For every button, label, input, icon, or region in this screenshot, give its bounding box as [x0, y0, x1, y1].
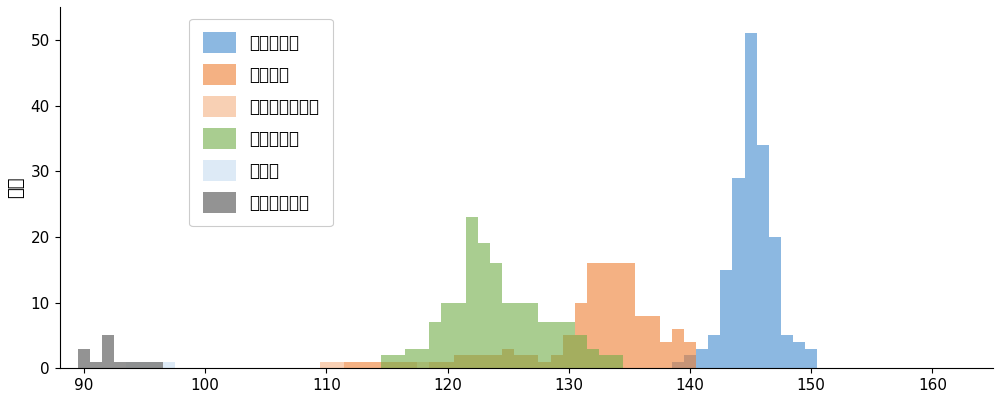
Bar [478, 362, 490, 368]
Bar [441, 362, 454, 368]
Bar [393, 355, 405, 368]
Bar [696, 349, 708, 368]
Bar [781, 336, 793, 368]
Bar [441, 362, 454, 368]
Bar [611, 355, 623, 368]
Bar [587, 349, 599, 368]
Bar [575, 303, 587, 368]
Bar [732, 178, 745, 368]
Bar [708, 336, 720, 368]
Bar [551, 322, 563, 368]
Y-axis label: 球数: 球数 [7, 177, 25, 198]
Bar [163, 362, 175, 368]
Bar [805, 349, 817, 368]
Bar [381, 355, 393, 368]
Bar [344, 362, 357, 368]
Bar [551, 355, 563, 368]
Bar [393, 362, 405, 368]
Bar [538, 362, 551, 368]
Bar [684, 355, 696, 368]
Bar [514, 355, 526, 368]
Bar [393, 362, 405, 368]
Bar [357, 362, 369, 368]
Bar [490, 362, 502, 368]
Bar [478, 355, 490, 368]
Bar [575, 362, 587, 368]
Bar [466, 362, 478, 368]
Bar [417, 362, 429, 368]
Bar [466, 217, 478, 368]
Bar [369, 362, 381, 368]
Bar [344, 362, 357, 368]
Bar [490, 263, 502, 368]
Bar [793, 342, 805, 368]
Bar [563, 336, 575, 368]
Bar [623, 263, 635, 368]
Bar [757, 145, 769, 368]
Bar [672, 329, 684, 368]
Bar [405, 349, 417, 368]
Bar [514, 362, 526, 368]
Bar [441, 303, 454, 368]
Bar [502, 303, 514, 368]
Bar [538, 322, 551, 368]
Bar [151, 362, 163, 368]
Bar [454, 303, 466, 368]
Bar [563, 322, 575, 368]
Bar [381, 362, 393, 368]
Bar [114, 362, 126, 368]
Bar [502, 362, 514, 368]
Bar [78, 349, 90, 368]
Bar [563, 362, 575, 368]
Bar [648, 316, 660, 368]
Bar [538, 362, 551, 368]
Bar [126, 362, 138, 368]
Bar [405, 362, 417, 368]
Bar [684, 342, 696, 368]
Legend: ストレート, フォーク, チェンジアップ, スライダー, カーブ, スローカーブ: ストレート, フォーク, チェンジアップ, スライダー, カーブ, スローカーブ [189, 19, 333, 226]
Bar [587, 263, 599, 368]
Bar [429, 362, 441, 368]
Bar [405, 362, 417, 368]
Bar [526, 303, 538, 368]
Bar [490, 355, 502, 368]
Bar [369, 362, 381, 368]
Bar [587, 362, 599, 368]
Bar [672, 362, 684, 368]
Bar [90, 362, 102, 368]
Bar [429, 322, 441, 368]
Bar [417, 349, 429, 368]
Bar [599, 263, 611, 368]
Bar [126, 362, 138, 368]
Bar [381, 362, 393, 368]
Bar [502, 349, 514, 368]
Bar [745, 33, 757, 368]
Bar [635, 316, 648, 368]
Bar [720, 270, 732, 368]
Bar [660, 342, 672, 368]
Bar [138, 362, 151, 368]
Bar [454, 355, 466, 368]
Bar [357, 362, 369, 368]
Bar [611, 263, 623, 368]
Bar [551, 362, 563, 368]
Bar [466, 355, 478, 368]
Bar [478, 244, 490, 368]
Bar [526, 362, 538, 368]
Bar [769, 237, 781, 368]
Bar [575, 336, 587, 368]
Bar [102, 336, 114, 368]
Bar [526, 355, 538, 368]
Bar [599, 355, 611, 368]
Bar [332, 362, 344, 368]
Bar [514, 303, 526, 368]
Bar [454, 362, 466, 368]
Bar [151, 362, 163, 368]
Bar [320, 362, 332, 368]
Bar [138, 362, 151, 368]
Bar [429, 362, 441, 368]
